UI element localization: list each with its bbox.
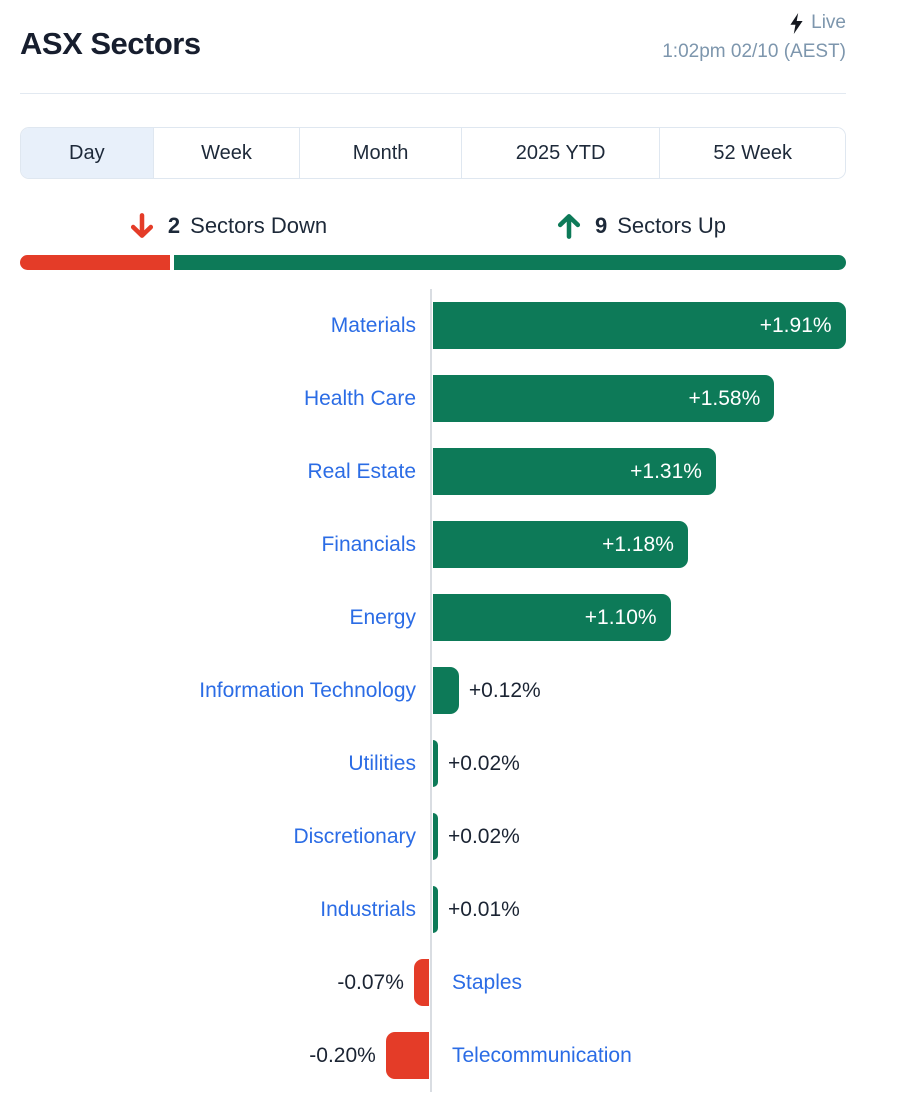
- sector-bar[interactable]: [433, 813, 438, 860]
- header: ASX Sectors Live 1:02pm 02/10 (AEST): [20, 0, 846, 63]
- sector-row: -0.20% Telecommunication: [20, 1019, 846, 1092]
- sector-row: +0.02% Utilities: [20, 727, 846, 800]
- tab-day[interactable]: Day: [21, 128, 154, 178]
- tab-week[interactable]: Week: [153, 128, 301, 178]
- sector-label[interactable]: Industrials: [320, 898, 416, 921]
- tab-52-week[interactable]: 52 Week: [660, 128, 845, 178]
- live-block: Live 1:02pm 02/10 (AEST): [662, 12, 846, 63]
- sector-row: Health Care +1.58%: [20, 362, 846, 435]
- summary-row: 2 Sectors Down 9 Sectors Up: [20, 210, 846, 242]
- sector-bar[interactable]: +1.31%: [433, 448, 716, 495]
- sector-value: +1.58%: [688, 387, 761, 410]
- sector-row: +0.01% Industrials: [20, 873, 846, 946]
- sectors-down-summary: 2 Sectors Down: [20, 210, 433, 242]
- sector-row: Financials +1.18%: [20, 508, 846, 581]
- sector-value: +0.12%: [468, 679, 541, 702]
- sector-value: +0.02%: [448, 752, 520, 775]
- sector-value: +1.18%: [602, 533, 674, 556]
- arrow-down-icon: [130, 213, 153, 238]
- sector-bar[interactable]: [433, 667, 459, 714]
- sectors-up-summary: 9 Sectors Up: [433, 210, 846, 242]
- sector-value: +1.91%: [759, 314, 832, 337]
- sectors-up-label: Sectors Up: [617, 213, 727, 238]
- sector-value: -0.20%: [309, 1044, 376, 1067]
- sector-bar[interactable]: [433, 740, 438, 787]
- timestamp: 1:02pm 02/10 (AEST): [662, 41, 846, 62]
- sector-label[interactable]: Information Technology: [199, 679, 416, 702]
- sectors-down-count: 2: [167, 213, 181, 238]
- sector-label[interactable]: Energy: [349, 606, 416, 629]
- live-label: Live: [811, 12, 846, 33]
- sector-row: +0.02% Discretionary: [20, 800, 846, 873]
- sector-value: +0.02%: [448, 825, 520, 848]
- ratio-bar-down: [20, 255, 171, 270]
- sector-label[interactable]: Financials: [321, 533, 416, 556]
- sector-bar[interactable]: [413, 959, 429, 1006]
- sector-label[interactable]: Materials: [330, 314, 416, 337]
- sector-bar[interactable]: +1.10%: [433, 594, 671, 641]
- sectors-up-count: 9: [594, 213, 608, 238]
- sector-value: +1.31%: [630, 460, 702, 483]
- sector-bar[interactable]: [433, 886, 438, 933]
- header-divider: [20, 93, 846, 94]
- page-title: ASX Sectors: [20, 26, 201, 61]
- sector-bar-chart: Materials +1.91% Health Care +1.58% Real Est…: [20, 289, 846, 1092]
- sector-label[interactable]: Telecommunication: [452, 1044, 632, 1067]
- sector-ratio-bar: [20, 255, 846, 270]
- sector-row: +0.12% Information Technology: [20, 654, 846, 727]
- sector-label[interactable]: Health Care: [303, 387, 416, 410]
- sector-label[interactable]: Real Estate: [307, 460, 416, 483]
- sector-value: -0.07%: [337, 971, 404, 994]
- tab-2025-ytd[interactable]: 2025 YTD: [461, 128, 661, 178]
- lightning-bolt-icon: [790, 12, 803, 34]
- sector-value: +0.01%: [448, 898, 520, 921]
- sector-row: Real Estate +1.31%: [20, 435, 846, 508]
- sector-bar[interactable]: +1.91%: [433, 302, 846, 349]
- live-status: Live: [662, 12, 846, 34]
- ratio-bar-up: [174, 255, 846, 270]
- asx-sectors-widget: ASX Sectors Live 1:02pm 02/10 (AEST) Day…: [20, 0, 846, 1092]
- sector-bar[interactable]: +1.18%: [433, 521, 688, 568]
- period-tabs: Day Week Month 2025 YTD 52 Week: [20, 127, 846, 179]
- sector-label[interactable]: Staples: [452, 971, 523, 994]
- sector-value: +1.10%: [584, 606, 657, 629]
- arrow-up-icon: [557, 214, 581, 239]
- tab-month[interactable]: Month: [300, 128, 462, 178]
- sector-bar[interactable]: [385, 1032, 429, 1079]
- sector-row: Energy +1.10%: [20, 581, 846, 654]
- axis-line: [430, 289, 432, 1092]
- sector-label[interactable]: Utilities: [348, 752, 416, 775]
- sectors-down-label: Sectors Down: [190, 213, 328, 238]
- sector-label[interactable]: Discretionary: [293, 825, 416, 848]
- sector-row: Materials +1.91%: [20, 289, 846, 362]
- sector-row: -0.07% Staples: [20, 946, 846, 1019]
- sector-bar[interactable]: +1.58%: [433, 375, 775, 422]
